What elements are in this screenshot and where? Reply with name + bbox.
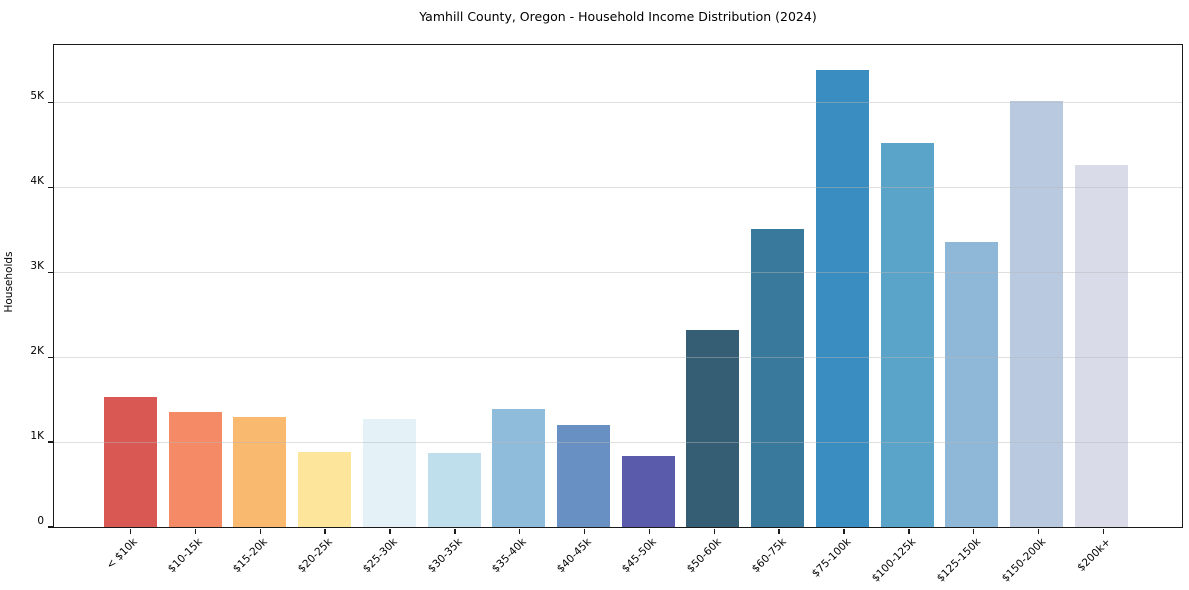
x-tick-mark-< $10k [129, 529, 132, 534]
x-tick-mark-$15-20k [259, 529, 261, 534]
y-tick-label-3K: 3K [30, 259, 44, 272]
x-tick-mark-$75-100k [843, 529, 845, 534]
x-tick-mark-$50-60k [713, 529, 715, 534]
x-tick-label-$10-15k: $10-15k [165, 536, 205, 576]
x-tick-label-$20-25k: $20-25k [295, 536, 335, 576]
x-tick-mark-$40-45k [583, 529, 586, 534]
x-tick-label-$200k+: $200k+ [1075, 536, 1113, 574]
bar-$40-45k [557, 425, 611, 527]
y-tick-mark-4K [48, 186, 53, 189]
bar-$60-75k [751, 228, 805, 527]
x-tick-mark-$200k+ [1102, 529, 1105, 534]
x-tick-mark-$100-125k [908, 529, 910, 534]
y-tick-label-1K: 1K [30, 429, 44, 442]
bar-$125-150k [945, 241, 999, 527]
gridline-3K [54, 271, 1182, 273]
y-axis-label: Households [3, 251, 15, 313]
x-tick-mark-$20-25k [324, 529, 326, 534]
bar-$10-15k [168, 412, 222, 527]
x-tick-label-$25-30k: $25-30k [360, 536, 400, 576]
gridline-2K [54, 356, 1182, 358]
bars-container [54, 45, 1182, 527]
bar-$200k+ [1074, 164, 1128, 527]
y-tick-label-2K: 2K [30, 344, 44, 357]
bar-$45-50k [621, 456, 675, 527]
x-tick-label-$40-45k: $40-45k [554, 536, 595, 576]
x-tick-mark-$45-50k [648, 529, 651, 534]
plot-area: 0 1K 2K 3K 4K 5K < $10k $10-15k $15-20k $20-25k $2… [30, 44, 1183, 585]
x-tick-label-$125-150k: $125-150k [934, 536, 984, 585]
x-tick-label-$30-35k: $30-35k [425, 536, 465, 576]
bar-$20-25k [298, 451, 352, 527]
bar-$25-30k [362, 419, 416, 527]
x-tick-label-$60-75k: $60-75k [749, 536, 789, 576]
y-tick-label-5K: 5K [30, 89, 44, 102]
x-tick-label-$35-40k: $35-40k [490, 536, 530, 576]
x-tick-label-$100-125k: $100-125k [869, 536, 919, 585]
bar-$35-40k [492, 408, 546, 527]
bar-< $10k [104, 396, 157, 527]
chart-title: Yamhill County, Oregon - Household Incom… [419, 9, 817, 24]
y-tick-mark-0 [48, 526, 53, 528]
x-tick-mark-$30-35k [454, 529, 456, 534]
gridline-4K [54, 186, 1182, 188]
bar-$75-100k [815, 69, 869, 527]
x-tick-label-< $10k: < $10k [104, 536, 140, 572]
x-tick-mark-$35-40k [519, 529, 521, 534]
x-tick-label-$150-200k: $150-200k [999, 536, 1049, 585]
bar-$50-60k [686, 329, 740, 527]
x-tick-mark-$125-150k [973, 529, 975, 534]
x-tick-mark-$150-200k [1037, 529, 1040, 534]
gridline-1K [54, 441, 1182, 443]
x-tick-label-$75-100k: $75-100k [809, 536, 854, 580]
x-tick-mark-$25-30k [389, 529, 391, 534]
x-tick-label-$45-50k: $45-50k [619, 536, 659, 576]
y-tick-label-4K: 4K [30, 174, 44, 187]
bar-$100-125k [880, 143, 934, 527]
y-tick-mark-1K [48, 441, 53, 443]
bar-$15-20k [233, 417, 287, 527]
x-tick-mark-$60-75k [778, 529, 780, 534]
x-tick-label-$50-60k: $50-60k [684, 536, 724, 576]
x-tick-mark-$10-15k [194, 529, 197, 534]
y-tick-mark-5K [48, 101, 53, 104]
bar-$30-35k [427, 453, 481, 527]
y-tick-mark-3K [48, 271, 53, 273]
y-tick-label-0: 0 [37, 514, 44, 527]
bar-$150-200k [1010, 100, 1064, 527]
gridline-5K [54, 101, 1182, 103]
x-tick-label-$15-20k: $15-20k [230, 536, 270, 576]
y-tick-mark-2K [48, 356, 53, 358]
